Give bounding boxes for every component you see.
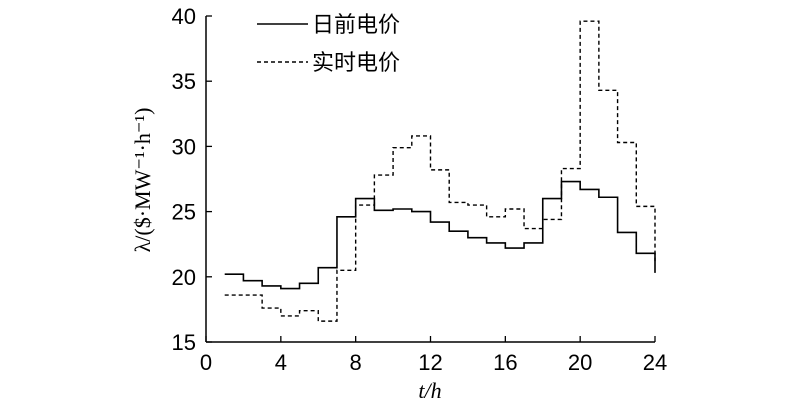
x-axis-label: t/h [418,378,441,403]
y-tick-label: 20 [172,265,196,290]
x-tick-label: 24 [643,350,667,375]
series-layer [224,20,656,322]
legend: 日前电价 实时电价 [257,13,400,76]
y-tick-label: 15 [172,330,196,355]
legend-label-da: 日前电价 [312,13,400,38]
y-tick-label: 35 [172,69,196,94]
x-tick-label: 20 [568,350,592,375]
series-line-1 [224,20,656,322]
x-tick-label: 4 [275,350,287,375]
x-tick-label: 8 [350,350,362,375]
y-tick-label: 25 [172,200,196,225]
y-axis-label: λ/($·MW⁻¹·h⁻¹) [130,108,155,253]
x-ticks: 0 4 8 12 16 20 24 [200,336,667,375]
x-tick-label: 16 [493,350,517,375]
y-ticks: 15 20 25 30 35 40 [172,4,212,355]
x-tick-label: 12 [418,350,442,375]
plot-area: 0 4 8 12 16 20 24 15 20 25 30 35 40 [172,4,668,375]
y-tick-label: 30 [172,134,196,159]
legend-label-rt: 实时电价 [312,51,400,76]
y-tick-label: 40 [172,4,196,29]
x-tick-label: 0 [200,350,212,375]
series-line-0 [224,180,656,290]
